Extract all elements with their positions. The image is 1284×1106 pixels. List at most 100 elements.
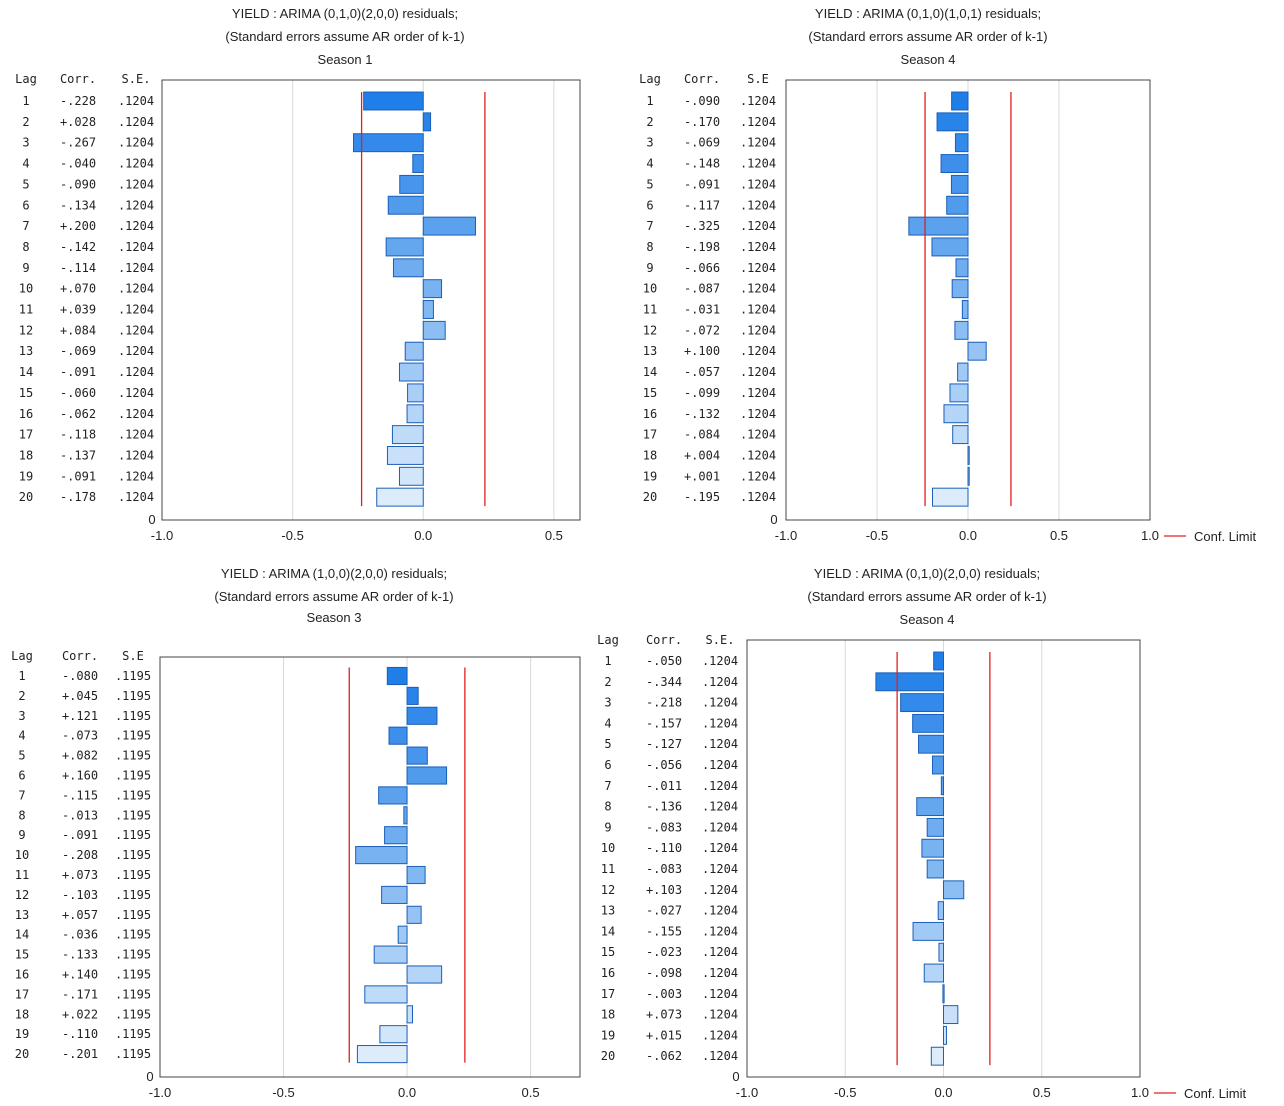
lag-label: 18 (19, 448, 33, 462)
acf-bar (952, 280, 968, 298)
acf-bar (387, 667, 407, 684)
acf-bar (404, 807, 407, 824)
se-label: .1204 (740, 407, 776, 421)
corr-label: -.087 (684, 282, 720, 296)
chart-title: YIELD : ARIMA (0,1,0)(2,0,0) residuals; (814, 566, 1040, 581)
lag-label: 14 (643, 365, 657, 379)
chart-subtitle: (Standard errors assume AR order of k-1) (808, 29, 1047, 44)
acf-bar (956, 259, 968, 277)
season-label: Season 4 (900, 612, 955, 627)
lag-label: 18 (643, 448, 657, 462)
se-label: .1204 (702, 987, 738, 1001)
se-label: .1204 (118, 261, 154, 275)
lag-label: 10 (15, 848, 29, 862)
lag-label: 7 (646, 219, 653, 233)
se-label: .1204 (740, 177, 776, 191)
corr-label: +.160 (62, 769, 98, 783)
x-tick-label: 1.0 (1131, 1085, 1149, 1100)
header-corr: Corr. (684, 72, 720, 86)
lag-label: 17 (643, 428, 657, 442)
acf-panel-1: YIELD : ARIMA (0,1,0)(2,0,0) residuals; (… (15, 6, 580, 543)
lag-label: 3 (604, 696, 611, 710)
acf-bar (386, 238, 423, 256)
header-lag: Lag (11, 649, 33, 663)
lag-label: 17 (601, 987, 615, 1001)
corr-label: -.344 (646, 675, 682, 689)
lag-label: 20 (643, 490, 657, 504)
chart-title: YIELD : ARIMA (1,0,0)(2,0,0) residuals; (221, 566, 447, 581)
chart-subtitle: (Standard errors assume AR order of k-1) (807, 589, 1046, 604)
acf-bar (955, 321, 968, 339)
acf-bar (968, 342, 986, 360)
corr-label: -.114 (60, 261, 96, 275)
chart-title: YIELD : ARIMA (0,1,0)(1,0,1) residuals; (815, 6, 1041, 21)
se-label: .1204 (702, 696, 738, 710)
acf-bar (423, 321, 445, 339)
acf-bar (932, 756, 943, 774)
se-label: .1195 (115, 709, 151, 723)
corr-label: +.070 (60, 282, 96, 296)
se-label: .1204 (702, 883, 738, 897)
lag-label: 20 (601, 1049, 615, 1063)
acf-bar (931, 1047, 943, 1065)
acf-bar (365, 986, 407, 1003)
corr-label: -.325 (684, 219, 720, 233)
corr-label: -.072 (684, 323, 720, 337)
se-label: .1204 (740, 219, 776, 233)
corr-label: +.103 (646, 883, 682, 897)
lag-label: 3 (18, 709, 25, 723)
se-label: .1204 (740, 198, 776, 212)
corr-label: -.073 (62, 729, 98, 743)
corr-label: -.170 (684, 115, 720, 129)
se-label: .1195 (115, 948, 151, 962)
acf-panel-2: YIELD : ARIMA (0,1,0)(1,0,1) residuals; (… (639, 6, 1256, 544)
se-label: .1204 (740, 344, 776, 358)
x-tick-label: -1.0 (151, 528, 173, 543)
acf-panel-3: YIELD : ARIMA (1,0,0)(2,0,0) residuals;(… (11, 566, 580, 1100)
lag-label: 20 (15, 1047, 29, 1061)
corr-label: -.091 (62, 828, 98, 842)
header-se: S.E (122, 649, 144, 663)
corr-label: -.117 (684, 198, 720, 212)
acf-bar (939, 943, 944, 961)
acf-bar (968, 467, 969, 485)
lag-label: 11 (643, 303, 657, 317)
acf-bar (407, 866, 425, 883)
lag-label: 13 (19, 344, 33, 358)
se-label: .1204 (118, 407, 154, 421)
corr-label: +.015 (646, 1028, 682, 1042)
acf-bar (407, 747, 427, 764)
corr-label: -.157 (646, 716, 682, 730)
lag-label: 16 (643, 407, 657, 421)
se-label: .1204 (740, 136, 776, 150)
lag-label: 8 (646, 240, 653, 254)
se-label: .1204 (118, 177, 154, 191)
header-se: S.E. (122, 72, 151, 86)
x-tick-label: -0.5 (866, 528, 888, 543)
corr-label: +.084 (60, 323, 96, 337)
se-label: .1204 (702, 945, 738, 959)
se-label: .1204 (702, 820, 738, 834)
corr-label: -.031 (684, 303, 720, 317)
se-label: .1204 (740, 469, 776, 483)
acf-bar (953, 426, 968, 444)
lag-label: 10 (601, 841, 615, 855)
acf-bar (423, 301, 433, 319)
lag-label: 1 (22, 94, 29, 108)
acf-bar (934, 652, 944, 670)
se-label: .1204 (740, 365, 776, 379)
lag-label: 4 (18, 729, 25, 743)
acf-bar (922, 839, 944, 857)
corr-label: -.218 (646, 696, 682, 710)
corr-label: -.066 (684, 261, 720, 275)
lag-label: 9 (646, 261, 653, 275)
x-tick-label: 0.0 (959, 528, 977, 543)
se-label: .1195 (115, 1027, 151, 1041)
lag-label: 2 (646, 115, 653, 129)
x-tick-label: 0.0 (414, 528, 432, 543)
lag-label: 11 (601, 862, 615, 876)
acf-bar (382, 886, 407, 903)
corr-label: -.056 (646, 758, 682, 772)
corr-label: -.023 (646, 945, 682, 959)
